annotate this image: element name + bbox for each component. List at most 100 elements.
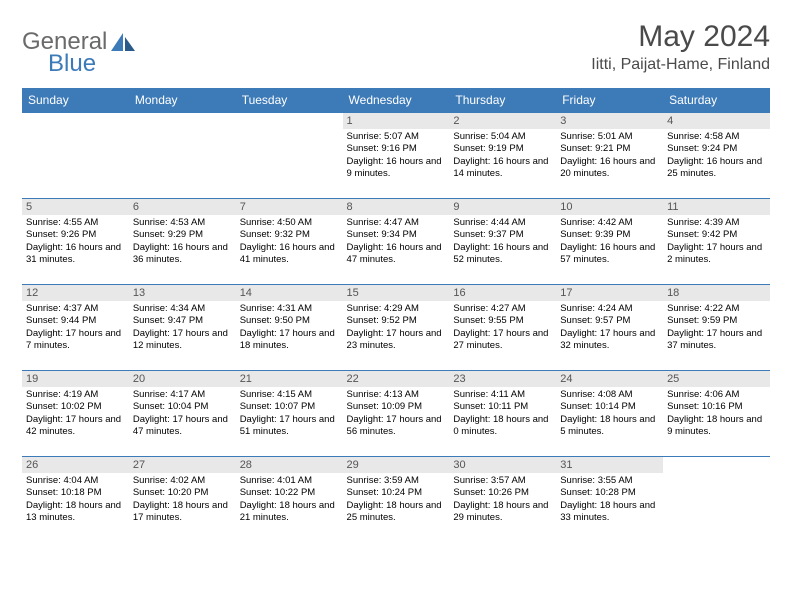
calendar-day-cell: 12 Sunrise: 4:37 AMSunset: 9:44 PMDayligh…: [22, 285, 129, 371]
calendar-day-cell: 24 Sunrise: 4:08 AMSunset: 10:14 PMDaylig…: [556, 371, 663, 457]
calendar-week-row: 5Sunrise: 4:55 AMSunset: 9:26 PMDaylight…: [22, 199, 770, 285]
day-number: 5: [22, 199, 129, 215]
calendar-day-cell: 2Sunrise: 5:04 AMSunset: 9:19 PMDaylight…: [449, 113, 556, 199]
day-details: Sunrise: 3:59 AMSunset: 10:24 PMDaylight…: [347, 475, 446, 524]
calendar-week-row: 19 Sunrise: 4:19 AMSunset: 10:02 PMDaylig…: [22, 371, 770, 457]
weekday-header: Sunday: [22, 88, 129, 113]
day-details: Sunrise: 4:04 AMSunset: 10:18 PMDaylight…: [26, 475, 125, 524]
calendar-day-cell: 27 Sunrise: 4:02 AMSunset: 10:20 PMDaylig…: [129, 457, 236, 543]
day-number: 8: [343, 199, 450, 215]
calendar-day-cell: 22 Sunrise: 4:13 AMSunset: 10:09 PMDaylig…: [343, 371, 450, 457]
calendar-day-cell: 26Sunrise: 4:04 AMSunset: 10:18 PMDaylig…: [22, 457, 129, 543]
day-number: 3: [556, 113, 663, 129]
day-details: Sunrise: 4:58 AMSunset: 9:24 PMDaylight:…: [667, 131, 766, 180]
day-details: Sunrise: 4:22 AMSunset: 9:59 PMDaylight:…: [667, 303, 766, 352]
calendar-week-row: 12 Sunrise: 4:37 AMSunset: 9:44 PMDayligh…: [22, 285, 770, 371]
day-details: Sunrise: 4:01 AMSunset: 10:22 PMDaylight…: [240, 475, 339, 524]
day-number: 30: [449, 457, 556, 473]
day-details: Sunrise: 5:04 AMSunset: 9:19 PMDaylight:…: [453, 131, 552, 180]
weekday-header-row: SundayMondayTuesdayWednesdayThursdayFrid…: [22, 88, 770, 113]
day-number: 27: [129, 457, 236, 473]
calendar-week-row: 26Sunrise: 4:04 AMSunset: 10:18 PMDaylig…: [22, 457, 770, 543]
calendar-day-cell: 8 Sunrise: 4:47 AMSunset: 9:34 PMDaylight…: [343, 199, 450, 285]
day-details: Sunrise: 4:47 AMSunset: 9:34 PMDaylight:…: [347, 217, 446, 266]
day-details: Sunrise: 4:17 AMSunset: 10:04 PMDaylight…: [133, 389, 232, 438]
weekday-header: Tuesday: [236, 88, 343, 113]
day-details: Sunrise: 4:02 AMSunset: 10:20 PMDaylight…: [133, 475, 232, 524]
day-details: Sunrise: 3:55 AMSunset: 10:28 PMDaylight…: [560, 475, 659, 524]
day-number: 29: [343, 457, 450, 473]
day-details: Sunrise: 4:42 AMSunset: 9:39 PMDaylight:…: [560, 217, 659, 266]
day-details: Sunrise: 4:19 AMSunset: 10:02 PMDaylight…: [26, 389, 125, 438]
calendar-day-cell: 6 Sunrise: 4:53 AMSunset: 9:29 PMDaylight…: [129, 199, 236, 285]
calendar-day-cell: 14 Sunrise: 4:31 AMSunset: 9:50 PMDayligh…: [236, 285, 343, 371]
day-number: 7: [236, 199, 343, 215]
calendar-day-cell: 29 Sunrise: 3:59 AMSunset: 10:24 PMDaylig…: [343, 457, 450, 543]
day-details: Sunrise: 4:15 AMSunset: 10:07 PMDaylight…: [240, 389, 339, 438]
day-number: 12: [22, 285, 129, 301]
day-number: 22: [343, 371, 450, 387]
day-number: 20: [129, 371, 236, 387]
calendar-day-cell: 25 Sunrise: 4:06 AMSunset: 10:16 PMDaylig…: [663, 371, 770, 457]
calendar-day-cell: 13 Sunrise: 4:34 AMSunset: 9:47 PMDayligh…: [129, 285, 236, 371]
calendar-day-cell: 15 Sunrise: 4:29 AMSunset: 9:52 PMDayligh…: [343, 285, 450, 371]
day-details: Sunrise: 4:37 AMSunset: 9:44 PMDaylight:…: [26, 303, 125, 352]
calendar-day-cell: 19 Sunrise: 4:19 AMSunset: 10:02 PMDaylig…: [22, 371, 129, 457]
day-details: Sunrise: 3:57 AMSunset: 10:26 PMDaylight…: [453, 475, 552, 524]
weekday-header: Thursday: [449, 88, 556, 113]
day-number: 18: [663, 285, 770, 301]
calendar-day-cell: 23Sunrise: 4:11 AMSunset: 10:11 PMDaylig…: [449, 371, 556, 457]
calendar-day-cell: [236, 113, 343, 199]
calendar-body: 1 Sunrise: 5:07 AMSunset: 9:16 PMDaylight…: [22, 113, 770, 543]
day-number: 6: [129, 199, 236, 215]
calendar-day-cell: 17Sunrise: 4:24 AMSunset: 9:57 PMDayligh…: [556, 285, 663, 371]
day-details: Sunrise: 4:08 AMSunset: 10:14 PMDaylight…: [560, 389, 659, 438]
calendar-day-cell: [129, 113, 236, 199]
day-number: 19: [22, 371, 129, 387]
day-details: Sunrise: 4:31 AMSunset: 9:50 PMDaylight:…: [240, 303, 339, 352]
calendar-day-cell: 21 Sunrise: 4:15 AMSunset: 10:07 PMDaylig…: [236, 371, 343, 457]
logo-word2: Blue: [48, 50, 137, 78]
day-details: Sunrise: 4:39 AMSunset: 9:42 PMDaylight:…: [667, 217, 766, 266]
day-number: 13: [129, 285, 236, 301]
calendar-day-cell: [663, 457, 770, 543]
calendar-day-cell: 7 Sunrise: 4:50 AMSunset: 9:32 PMDaylight…: [236, 199, 343, 285]
weekday-header: Friday: [556, 88, 663, 113]
logo: General Blue: [22, 28, 137, 78]
day-number: 25: [663, 371, 770, 387]
day-details: Sunrise: 4:27 AMSunset: 9:55 PMDaylight:…: [453, 303, 552, 352]
title-block: May 2024 Iitti, Paijat-Hame, Finland: [591, 20, 770, 74]
day-number: 9: [449, 199, 556, 215]
calendar-day-cell: 11 Sunrise: 4:39 AMSunset: 9:42 PMDayligh…: [663, 199, 770, 285]
day-number: 14: [236, 285, 343, 301]
day-details: Sunrise: 4:13 AMSunset: 10:09 PMDaylight…: [347, 389, 446, 438]
day-number: 31: [556, 457, 663, 473]
calendar-day-cell: 20 Sunrise: 4:17 AMSunset: 10:04 PMDaylig…: [129, 371, 236, 457]
weekday-header: Wednesday: [343, 88, 450, 113]
calendar-day-cell: 4Sunrise: 4:58 AMSunset: 9:24 PMDaylight…: [663, 113, 770, 199]
day-details: Sunrise: 5:07 AMSunset: 9:16 PMDaylight:…: [347, 131, 446, 180]
logo-sail-icon: [109, 31, 137, 53]
day-details: Sunrise: 4:53 AMSunset: 9:29 PMDaylight:…: [133, 217, 232, 266]
day-number: 28: [236, 457, 343, 473]
day-details: Sunrise: 4:34 AMSunset: 9:47 PMDaylight:…: [133, 303, 232, 352]
month-title: May 2024: [591, 20, 770, 54]
day-number: 1: [343, 113, 450, 129]
weekday-header: Monday: [129, 88, 236, 113]
day-details: Sunrise: 4:06 AMSunset: 10:16 PMDaylight…: [667, 389, 766, 438]
calendar-day-cell: [22, 113, 129, 199]
calendar-day-cell: 31 Sunrise: 3:55 AMSunset: 10:28 PMDaylig…: [556, 457, 663, 543]
day-details: Sunrise: 4:29 AMSunset: 9:52 PMDaylight:…: [347, 303, 446, 352]
calendar-day-cell: 1 Sunrise: 5:07 AMSunset: 9:16 PMDaylight…: [343, 113, 450, 199]
day-details: Sunrise: 5:01 AMSunset: 9:21 PMDaylight:…: [560, 131, 659, 180]
day-number: 21: [236, 371, 343, 387]
calendar-day-cell: 28 Sunrise: 4:01 AMSunset: 10:22 PMDaylig…: [236, 457, 343, 543]
location: Iitti, Paijat-Hame, Finland: [591, 56, 770, 74]
calendar-table: SundayMondayTuesdayWednesdayThursdayFrid…: [22, 88, 770, 543]
day-number: 15: [343, 285, 450, 301]
day-number: 11: [663, 199, 770, 215]
day-details: Sunrise: 4:50 AMSunset: 9:32 PMDaylight:…: [240, 217, 339, 266]
day-number: 24: [556, 371, 663, 387]
calendar-day-cell: 3 Sunrise: 5:01 AMSunset: 9:21 PMDaylight…: [556, 113, 663, 199]
weekday-header: Saturday: [663, 88, 770, 113]
